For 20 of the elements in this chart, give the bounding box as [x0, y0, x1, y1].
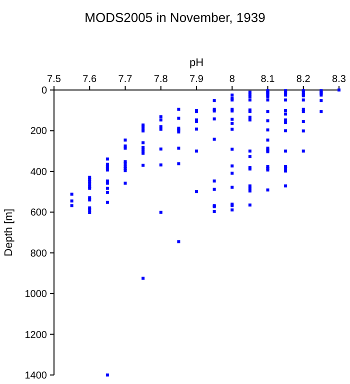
x-tick-label: 7.7: [118, 74, 133, 85]
y-tick-label: 600: [30, 208, 48, 219]
x-tick-label: 7.5: [47, 74, 62, 85]
y-tick-label: 1200: [24, 330, 48, 341]
x-tick-label: 7.6: [82, 74, 98, 85]
x-tick-label: 8.3: [332, 74, 346, 85]
y-tick-label: 800: [30, 248, 48, 260]
chart-title: MODS2005 in November, 1939: [84, 10, 266, 25]
x-axis-title: pH: [189, 57, 204, 69]
x-tick-label: 7.8: [154, 74, 168, 85]
y-tick-label: 0: [41, 86, 48, 96]
y-tick-label: 200: [30, 126, 48, 138]
y-axis-title: Depth [m]: [3, 208, 15, 256]
y-tick-label: 400: [30, 166, 48, 178]
x-tick-label: 8: [229, 74, 236, 85]
y-tick-label: 1000: [24, 289, 48, 300]
x-tick-label: 7.9: [190, 74, 204, 85]
x-tick-label: 8.2: [296, 74, 311, 85]
x-tick-label: 8.1: [260, 74, 276, 85]
y-tick-label: 1400: [24, 370, 48, 382]
